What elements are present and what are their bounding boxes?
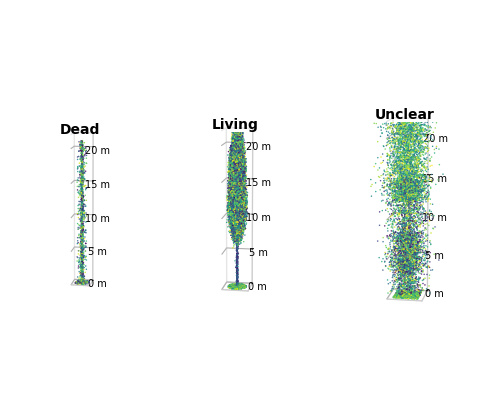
- Title: Living: Living: [212, 118, 258, 132]
- Title: Unclear: Unclear: [375, 108, 435, 122]
- Title: Dead: Dead: [60, 123, 100, 137]
